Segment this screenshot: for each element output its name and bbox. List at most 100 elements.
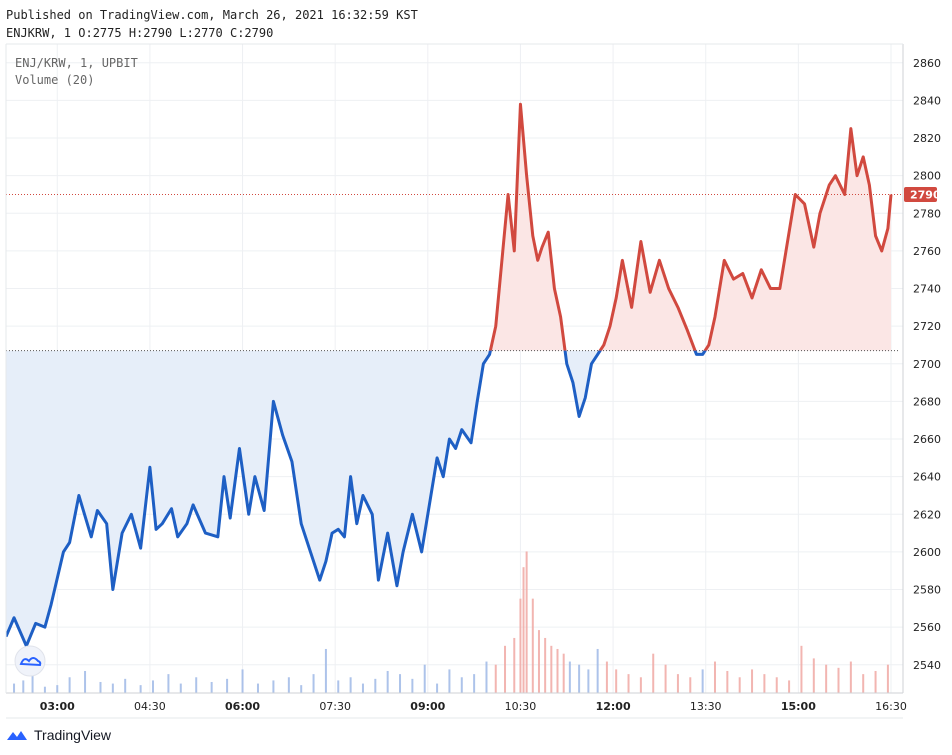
- volume-bar: [287, 677, 290, 693]
- y-tick-label: 2780: [913, 207, 941, 220]
- y-tick-label: 2700: [913, 358, 941, 371]
- x-tick-label: 09:00: [410, 700, 445, 713]
- volume-bar: [349, 677, 352, 693]
- volume-bar: [226, 678, 229, 693]
- volume-bar: [167, 674, 170, 693]
- volume-bar: [562, 653, 565, 693]
- volume-bar: [596, 648, 599, 693]
- volume-bar: [713, 661, 716, 693]
- y-tick-label: 2740: [913, 283, 941, 296]
- published-line: Published on TradingView.com, March 26, …: [6, 8, 418, 22]
- x-tick-label: 03:00: [40, 700, 75, 713]
- volume-bar: [473, 674, 476, 693]
- volume-bar: [151, 680, 154, 693]
- volume-bar: [179, 683, 182, 693]
- volume-bar: [124, 678, 127, 693]
- current-price-label: 2790: [904, 186, 941, 202]
- volume-bar: [494, 664, 497, 693]
- volume-bar: [22, 680, 25, 693]
- volume-bar: [519, 598, 522, 693]
- volume-bar: [312, 674, 315, 693]
- volume-bar: [689, 677, 692, 693]
- volume-bar: [627, 674, 630, 693]
- volume-legend: Volume (20): [15, 73, 94, 87]
- volume-bar: [485, 661, 488, 693]
- volume-bar: [31, 674, 34, 693]
- volume-bar: [639, 677, 642, 693]
- volume-bar: [531, 598, 534, 693]
- volume-bar: [139, 685, 142, 693]
- y-tick-label: 2760: [913, 245, 941, 258]
- x-axis-ticks: 03:00 04:30 06:00 07:30 09:00 10:30 12:00 13:30…: [40, 700, 907, 713]
- volume-bar: [849, 661, 852, 693]
- volume-bar: [605, 661, 608, 693]
- tradingview-logo-icon: [7, 731, 27, 740]
- volume-bar: [522, 567, 525, 693]
- y-tick-label: 2560: [913, 621, 941, 634]
- volume-bar: [652, 653, 655, 693]
- volume-bar: [411, 678, 414, 693]
- current-price-value: 2790: [910, 188, 941, 201]
- volume-bar: [726, 670, 729, 693]
- tradingview-cloud-icon[interactable]: [14, 645, 46, 677]
- volume-bar: [337, 680, 340, 693]
- volume-bar: [886, 664, 889, 693]
- x-tick-label: 15:00: [781, 700, 816, 713]
- area-fill-above: [490, 104, 891, 351]
- volume-bar: [587, 669, 590, 693]
- volume-bar: [874, 670, 877, 693]
- y-tick-label: 2640: [913, 471, 941, 484]
- volume-bar: [825, 664, 828, 693]
- y-tick-label: 2600: [913, 546, 941, 559]
- x-tick-label: 16:30: [875, 700, 907, 713]
- volume-bar: [241, 669, 244, 693]
- y-tick-label: 2860: [913, 57, 941, 70]
- x-tick-label: 12:00: [596, 700, 631, 713]
- volume-bar: [556, 648, 559, 693]
- tradingview-logo[interactable]: TradingView: [6, 727, 111, 743]
- x-tick-label: 06:00: [225, 700, 260, 713]
- volume-bar: [374, 678, 377, 693]
- axes: [5, 43, 904, 719]
- volume-bar: [99, 681, 102, 693]
- volume-bar: [537, 630, 540, 693]
- price-area: [6, 104, 899, 646]
- brand-name: TradingView: [34, 727, 112, 743]
- volume-bar: [423, 664, 426, 693]
- x-tick-label: 07:30: [319, 700, 351, 713]
- volume-bar: [436, 683, 439, 693]
- volume-bar: [862, 674, 865, 693]
- x-tick-label: 13:30: [690, 700, 722, 713]
- volume-bar: [361, 683, 364, 693]
- volume-bar: [68, 677, 71, 693]
- y-tick-label: 2540: [913, 659, 941, 672]
- volume-bar: [550, 645, 553, 693]
- area-fill-below: [6, 350, 891, 646]
- volume-bar: [84, 670, 87, 693]
- volume-bar: [513, 637, 516, 693]
- series-line-above: [488, 102, 893, 351]
- volume-bar: [111, 683, 114, 693]
- volume-bar: [763, 674, 766, 693]
- volume-bar: [504, 645, 507, 693]
- symbol-legend: ENJ/KRW, 1, UPBIT: [15, 56, 138, 70]
- y-tick-label: 2800: [913, 170, 941, 183]
- y-tick-label: 2840: [913, 94, 941, 107]
- volume-bar: [812, 658, 815, 693]
- volume-bar: [578, 664, 581, 693]
- price-line: [6, 102, 903, 648]
- volume-bar: [701, 669, 704, 693]
- volume-bar: [43, 686, 46, 693]
- volume-bars: [13, 551, 889, 693]
- volume-bar: [256, 683, 259, 693]
- series-line-below: [6, 350, 707, 648]
- volume-bar: [460, 677, 463, 693]
- volume-bar: [272, 680, 275, 693]
- y-tick-label: 2580: [913, 584, 941, 597]
- volume-bar: [738, 677, 741, 693]
- volume-bar: [676, 674, 679, 693]
- y-tick-label: 2720: [913, 320, 941, 333]
- chart-header: Published on TradingView.com, March 26, …: [6, 6, 418, 42]
- volume-bar: [525, 551, 528, 693]
